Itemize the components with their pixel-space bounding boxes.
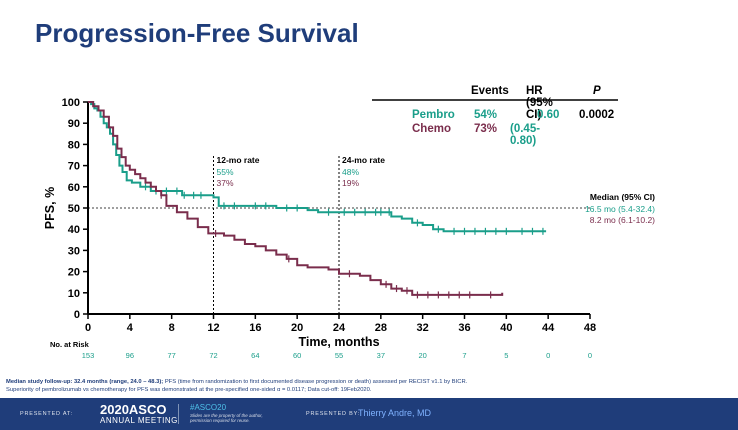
risk-cell: 96 bbox=[126, 351, 134, 360]
footnote-1-bold: Median study follow-up: 32.4 months (ran… bbox=[6, 379, 164, 385]
y-tick-label: 40 bbox=[68, 224, 80, 236]
meeting-name: ASCO bbox=[128, 402, 167, 417]
asco-logo: 2020ASCO bbox=[100, 402, 166, 417]
disclaimer-line-1: Slides are the property of the author, bbox=[190, 413, 263, 418]
rate-label: 12-mo rate bbox=[217, 155, 260, 165]
y-tick-label: 10 bbox=[68, 288, 80, 300]
meeting-sub: ANNUAL MEETING bbox=[100, 416, 178, 425]
median-label: Median (95% CI) bbox=[590, 192, 655, 202]
page-title: Progression-Free Survival bbox=[35, 18, 359, 48]
risk-table-label: No. at Risk bbox=[50, 340, 90, 349]
hr-value: 0.60 bbox=[537, 109, 560, 121]
x-tick-label: 36 bbox=[458, 322, 470, 334]
rate-pembro: 55% bbox=[217, 167, 234, 177]
pembro-arm-label: Pembro bbox=[412, 109, 455, 121]
presented-at-label: PRESENTED AT: bbox=[20, 411, 73, 417]
footnote-1: Median study follow-up: 32.4 months (ran… bbox=[6, 379, 467, 385]
y-tick-label: 80 bbox=[68, 139, 80, 151]
rate-label: 24-mo rate bbox=[342, 155, 385, 165]
risk-cell: 37 bbox=[377, 351, 385, 360]
x-tick-label: 44 bbox=[542, 322, 555, 334]
pembro-events: 54% bbox=[474, 109, 498, 121]
footnote-2: Superiority of pembrolizumab vs chemothe… bbox=[6, 387, 372, 393]
footer-divider bbox=[178, 404, 179, 424]
y-tick-label: 60 bbox=[68, 182, 80, 194]
risk-cell: 72 bbox=[209, 351, 217, 360]
rate-pembro: 48% bbox=[342, 167, 359, 177]
hr-ci: (0.45-0.80) bbox=[510, 123, 541, 147]
x-tick-label: 20 bbox=[291, 322, 303, 334]
risk-cell: 0 bbox=[588, 351, 592, 360]
footer-bar: PRESENTED AT: 2020ASCO ANNUAL MEETING #A… bbox=[0, 398, 738, 430]
median-value: 8.2 mo (6.1-10.2) bbox=[590, 215, 655, 225]
p-value: 0.0002 bbox=[579, 109, 615, 121]
x-tick-label: 40 bbox=[500, 322, 512, 334]
x-tick-label: 12 bbox=[207, 322, 219, 334]
x-tick-label: 4 bbox=[127, 322, 134, 334]
x-tick-label: 24 bbox=[333, 322, 346, 334]
disclaimer-line-2: permission required for reuse. bbox=[190, 418, 250, 423]
p-header: P bbox=[593, 85, 601, 97]
hr-header: HR (95% CI) bbox=[526, 85, 553, 121]
x-tick-label: 32 bbox=[417, 322, 429, 334]
rate-chemo: 19% bbox=[342, 178, 359, 188]
y-tick-label: 90 bbox=[68, 118, 80, 130]
risk-cell: 55 bbox=[335, 351, 343, 360]
meeting-year: 2020 bbox=[100, 402, 129, 417]
risk-cell: 77 bbox=[167, 351, 175, 360]
rate-chemo: 37% bbox=[217, 178, 234, 188]
x-tick-label: 8 bbox=[169, 322, 175, 334]
presented-by-label: PRESENTED BY: bbox=[306, 411, 361, 417]
risk-cell: 64 bbox=[251, 351, 259, 360]
series-line-chemo bbox=[88, 101, 504, 296]
y-axis-title: PFS, % bbox=[43, 187, 57, 229]
y-tick-label: 100 bbox=[62, 97, 80, 109]
risk-cell: 153 bbox=[82, 351, 95, 360]
chemo-arm-label: Chemo bbox=[412, 123, 451, 135]
hashtag: #ASCO20 bbox=[190, 403, 227, 412]
series-line-pembro bbox=[88, 101, 547, 233]
y-tick-label: 50 bbox=[68, 203, 80, 215]
risk-cell: 0 bbox=[546, 351, 550, 360]
disclaimer: Slides are the property of the author, pe… bbox=[190, 413, 263, 423]
footnote-1-rest: PFS (time from randomization to first do… bbox=[163, 379, 468, 385]
x-tick-label: 28 bbox=[375, 322, 387, 334]
median-value: 16.5 mo (5.4-32.4) bbox=[585, 204, 655, 214]
events-header: Events bbox=[471, 85, 509, 97]
presenter-name: Thierry Andre, MD bbox=[358, 408, 432, 418]
y-tick-label: 30 bbox=[68, 245, 80, 257]
x-axis-title: Time, months bbox=[298, 335, 379, 349]
y-tick-label: 20 bbox=[68, 267, 80, 279]
x-tick-label: 16 bbox=[249, 322, 261, 334]
x-tick-label: 0 bbox=[85, 322, 91, 334]
risk-cell: 60 bbox=[293, 351, 301, 360]
risk-cell: 20 bbox=[418, 351, 426, 360]
y-tick-label: 70 bbox=[68, 161, 80, 173]
risk-cell: 5 bbox=[504, 351, 508, 360]
risk-cell: 7 bbox=[462, 351, 466, 360]
chemo-events: 73% bbox=[474, 123, 498, 135]
x-tick-label: 48 bbox=[584, 322, 596, 334]
y-tick-label: 0 bbox=[74, 309, 80, 321]
